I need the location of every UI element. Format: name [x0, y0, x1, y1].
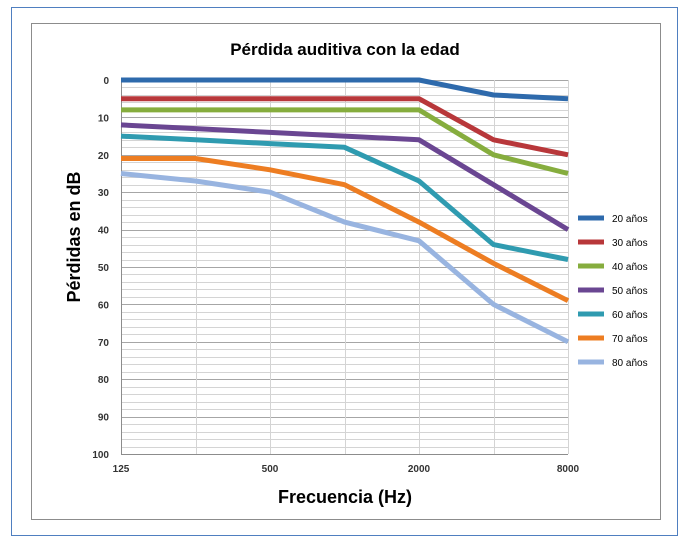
series-line	[121, 77, 569, 102]
legend-label: 60 años	[612, 310, 648, 321]
y-tick-label: 80	[98, 375, 110, 386]
y-tick-label: 30	[98, 188, 110, 199]
series-line	[120, 133, 569, 262]
y-tick-label: 10	[98, 113, 110, 124]
y-tick-label: 0	[103, 76, 109, 87]
y-axis-title: Pérdidas en dB	[64, 171, 84, 302]
y-tick-label: 60	[98, 300, 110, 311]
series-line	[120, 171, 570, 345]
x-tick-label: 125	[113, 464, 130, 475]
x-tick-label: 2000	[408, 464, 431, 475]
series-line	[121, 107, 569, 176]
legend-label: 50 años	[612, 286, 648, 297]
y-tick-label: 40	[98, 226, 110, 237]
legend-label: 40 años	[612, 262, 648, 273]
legend-label: 70 años	[612, 334, 648, 345]
y-tick-labels: 0 10 20 30 40 50 60 70 80 90 100	[92, 76, 109, 461]
y-tick-label: 70	[98, 338, 110, 349]
series-line	[121, 156, 570, 303]
series-lines	[120, 77, 570, 345]
x-tick-label: 8000	[557, 464, 580, 475]
x-tick-label: 500	[262, 464, 279, 475]
y-tick-label: 90	[98, 413, 110, 424]
grid-lines	[121, 80, 569, 455]
legend-label: 20 años	[612, 214, 648, 225]
legend: 20 años 30 años 40 años 50 años 60 años 70 añ…	[578, 214, 648, 369]
legend-label: 30 años	[612, 238, 648, 249]
legend-label: 80 años	[612, 358, 648, 369]
series-line	[121, 96, 569, 158]
y-tick-label: 50	[98, 263, 110, 274]
y-tick-label: 100	[92, 450, 109, 461]
x-tick-labels: 125 500 2000 8000	[113, 464, 580, 475]
y-tick-label: 20	[98, 151, 110, 162]
series-line	[120, 122, 570, 232]
chart-title: Pérdida auditiva con la edad	[230, 40, 460, 59]
x-axis-title: Frecuencia (Hz)	[278, 487, 412, 507]
